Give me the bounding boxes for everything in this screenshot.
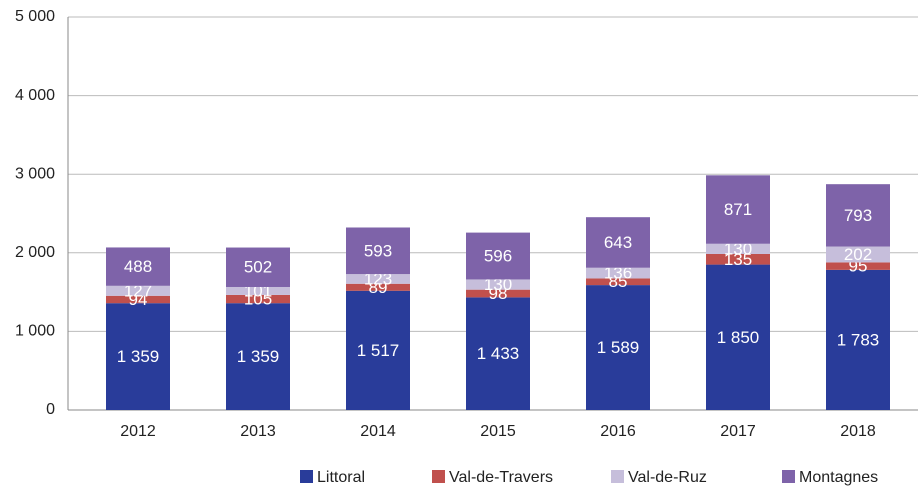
bar-segment: [226, 286, 290, 295]
value-label: 130: [724, 239, 752, 258]
bar-segment: [106, 247, 170, 286]
bar-segment: [826, 246, 890, 263]
legend-swatch: [300, 470, 313, 483]
y-tick-label: 4 000: [15, 87, 55, 104]
value-label: 593: [364, 241, 392, 260]
value-label: 123: [364, 269, 392, 288]
bar-segment: [706, 253, 770, 265]
value-label: 130: [484, 275, 512, 294]
y-tick-label: 3 000: [15, 165, 55, 182]
value-label: 1 783: [837, 330, 880, 349]
x-tick-label: 2017: [720, 423, 756, 440]
bar-segment: [586, 285, 650, 410]
bar-segment: [586, 278, 650, 286]
x-tick-label: 2016: [600, 423, 636, 440]
bar-segment: [466, 232, 530, 280]
bar-segment: [586, 217, 650, 268]
y-tick-label: 5 000: [15, 8, 55, 25]
bar-segment: [466, 297, 530, 410]
y-tick-label: 2 000: [15, 244, 55, 261]
value-label: 488: [124, 257, 152, 276]
legend-label: Val-de-Ruz: [628, 469, 707, 486]
y-tick-label: 1 000: [15, 323, 55, 340]
legend-label: Val-de-Travers: [449, 469, 553, 486]
x-tick-label: 2018: [840, 423, 876, 440]
bar-segment: [466, 279, 530, 290]
value-label: 1 433: [477, 344, 520, 363]
y-tick-label: 0: [46, 401, 55, 418]
bar-segment: [826, 269, 890, 410]
bar-segment: [106, 285, 170, 296]
bar-segment: [106, 295, 170, 304]
value-label: 135: [724, 250, 752, 269]
value-label: 127: [124, 281, 152, 300]
bar-segment: [346, 227, 410, 275]
value-label: 1 359: [237, 347, 280, 366]
bar-segment: [226, 247, 290, 287]
legend-swatch: [611, 470, 624, 483]
bar-segment: [346, 274, 410, 284]
x-tick-label: 2013: [240, 423, 276, 440]
bar-segment: [586, 267, 650, 279]
value-label: 871: [724, 200, 752, 219]
bar-segment: [346, 283, 410, 291]
value-label: 643: [604, 233, 632, 252]
bar-segment: [826, 184, 890, 247]
legend-swatch: [782, 470, 795, 483]
legend-swatch: [432, 470, 445, 483]
bar-segment: [706, 243, 770, 254]
x-tick-label: 2015: [480, 423, 516, 440]
value-label: 136: [604, 264, 632, 283]
bar-segment: [706, 175, 770, 244]
bar-segment: [346, 290, 410, 410]
value-label: 1 589: [597, 338, 640, 357]
value-label: 793: [844, 206, 872, 225]
x-tick-label: 2012: [120, 423, 156, 440]
x-tick-label: 2014: [360, 423, 396, 440]
legend-label: Littoral: [317, 469, 365, 486]
value-label: 1 359: [117, 347, 160, 366]
bar-segment: [226, 294, 290, 304]
value-label: 1 517: [357, 341, 400, 360]
value-label: 1 850: [717, 328, 760, 347]
legend-label: Montagnes: [799, 469, 878, 486]
bar-segment: [466, 289, 530, 298]
bar-segment: [706, 264, 770, 410]
value-label: 202: [844, 245, 872, 264]
bar-segment: [226, 303, 290, 410]
bar-segment: [826, 262, 890, 270]
value-label: 502: [244, 258, 272, 277]
bar-segment: [106, 303, 170, 410]
value-label: 596: [484, 247, 512, 266]
